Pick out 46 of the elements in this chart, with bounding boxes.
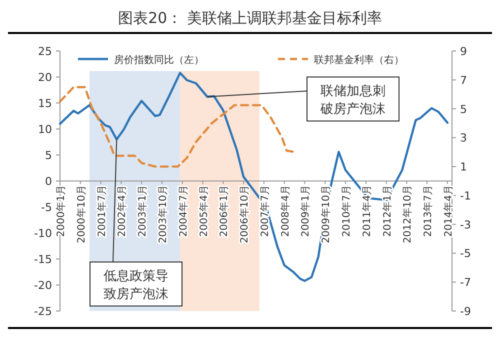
- x-tick-label: 2000年10月: [75, 185, 88, 244]
- y-tick-label: -10: [34, 227, 52, 240]
- y-tick-label: 10: [38, 123, 52, 136]
- x-tick-label: 2013年7月: [422, 185, 434, 237]
- y-tick-label: -15: [34, 253, 52, 266]
- y-tick-label: -5: [41, 201, 52, 214]
- x-tick-label: 2003年1月: [136, 185, 149, 237]
- x-tick-label: 2004年7月: [177, 185, 190, 237]
- y2-tick-label: -9: [460, 305, 471, 318]
- x-tick-label: 2005年4月: [198, 185, 210, 237]
- x-tick-label: 2007年7月: [258, 185, 271, 237]
- y-tick-label: 5: [45, 149, 52, 162]
- x-tick-label: 2001年7月: [96, 185, 108, 237]
- annotation: 低息政策导致房产泡沫: [104, 269, 168, 302]
- x-tick-label: 2008年4月: [279, 185, 292, 237]
- y2-tick-label: 3: [460, 132, 467, 145]
- legend-label: 联邦基金利率（右）: [314, 54, 404, 66]
- y-tick-label: 0: [45, 175, 52, 188]
- x-tick-label: 2011年4月: [360, 185, 373, 237]
- x-tick-label: 2010年7月: [340, 185, 353, 237]
- x-tick-label: 2009年1月: [300, 185, 312, 237]
- y-tick-label: -20: [34, 279, 52, 292]
- y-tick-label: 15: [38, 97, 52, 110]
- y2-tick-label: -5: [460, 247, 471, 260]
- y2-tick-label: 9: [460, 45, 467, 58]
- annotation: 联储加息刺破房产泡沫: [320, 84, 386, 117]
- legend-label: 房价指数同比（左）: [114, 54, 204, 66]
- y2-tick-label: -1: [460, 189, 471, 202]
- x-tick-label: 2006年10月: [238, 185, 251, 244]
- x-tick-label: 2003年10月: [156, 185, 169, 244]
- y-tick-label: 20: [38, 71, 52, 84]
- y2-tick-label: -3: [460, 218, 471, 232]
- x-tick-label: 2012年10月: [402, 185, 414, 244]
- y2-tick-label: 1: [460, 160, 467, 174]
- y2-tick-label: 7: [460, 74, 467, 87]
- x-tick-label: 2006年1月: [218, 185, 230, 237]
- x-tick-label: 2002年4月: [116, 185, 128, 237]
- x-tick-label: 2012年1月: [381, 185, 394, 237]
- y2-tick-label: -7: [460, 276, 471, 290]
- y2-tick-label: 5: [460, 102, 467, 116]
- y-tick-label: -25: [34, 305, 52, 318]
- x-tick-label: 2009年10月: [320, 185, 332, 244]
- x-tick-label: 2000年1月: [55, 185, 67, 237]
- x-tick-label: 2014年4月: [442, 185, 454, 237]
- chart-title: 图表20： 美联储上调联邦基金目标利率: [118, 9, 382, 27]
- y-tick-label: 25: [38, 45, 52, 58]
